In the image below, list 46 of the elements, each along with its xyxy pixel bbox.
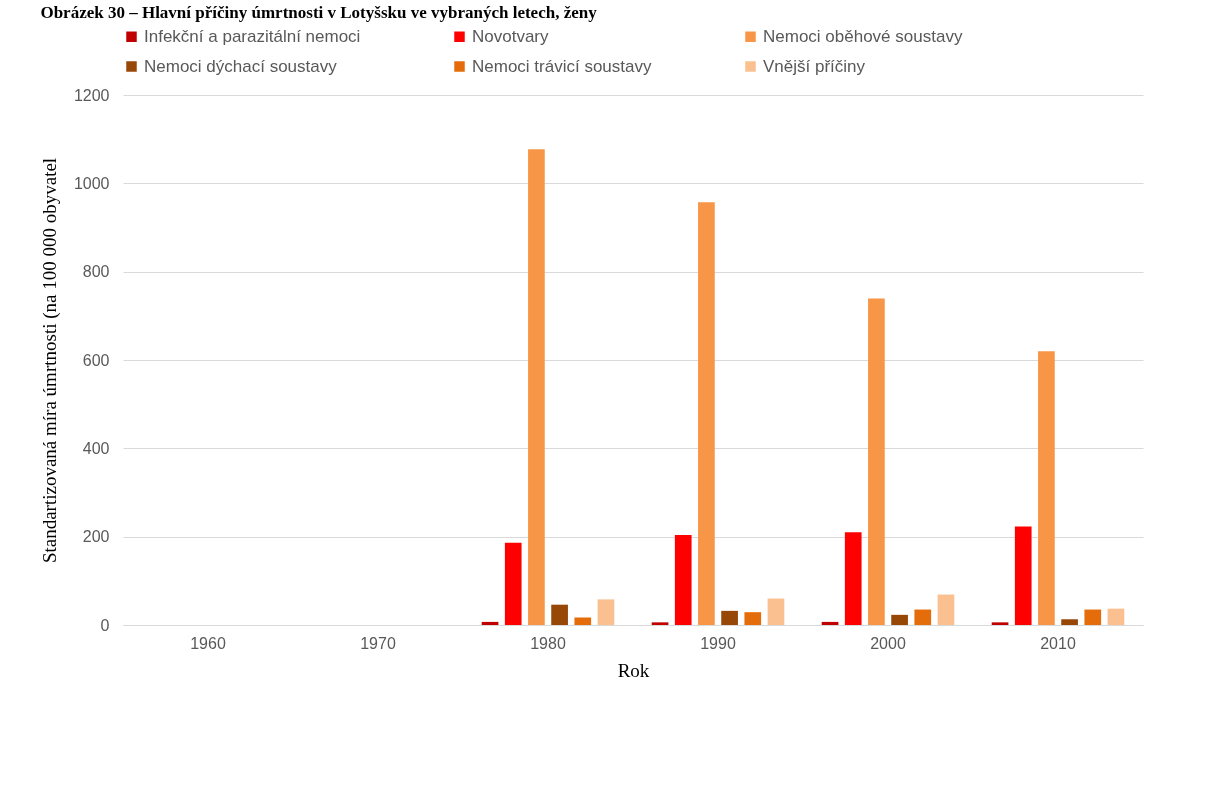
- bar: [937, 594, 955, 625]
- x-tick-label: 2000: [870, 634, 906, 652]
- bar: [674, 534, 692, 625]
- bar: [868, 298, 885, 625]
- bar: [844, 532, 862, 625]
- bar: [1084, 609, 1102, 625]
- x-tick-label: 1960: [190, 634, 226, 652]
- y-tick-label: 200: [82, 528, 110, 546]
- bar: [1061, 619, 1078, 625]
- x-tick-label: 2010: [1040, 634, 1076, 652]
- y-tick-label: 600: [82, 351, 110, 369]
- bar: [528, 149, 545, 625]
- legend-label: Nemoci dýchací soustavy: [144, 56, 338, 76]
- legend-label: Nemoci trávicí soustavy: [472, 56, 652, 76]
- x-tick-label: 1990: [700, 634, 736, 652]
- x-tick-label: 1970: [360, 634, 396, 652]
- bar: [551, 604, 568, 625]
- bar: [767, 598, 785, 625]
- y-axis-title: Standartizovaná míra úmrtnosti (na 100 000 obyvatel: [38, 157, 61, 564]
- bar: [914, 609, 932, 625]
- y-tick-label: 800: [82, 263, 110, 281]
- x-tick-label: 1980: [530, 634, 566, 652]
- bar: [1107, 608, 1125, 625]
- bar: [597, 599, 615, 625]
- bar: [504, 542, 522, 625]
- bar: [1038, 351, 1055, 625]
- bar: [891, 614, 908, 625]
- legend-label: Infekční a parazitální nemoci: [144, 26, 361, 46]
- bar: [698, 202, 715, 625]
- bar: [744, 612, 762, 625]
- y-tick-label: 1200: [73, 86, 110, 104]
- legend-label: Novotvary: [472, 26, 550, 46]
- y-tick-label: 1000: [73, 174, 110, 192]
- bar: [821, 621, 839, 625]
- y-tick-label: 0: [100, 616, 110, 634]
- y-tick-label: 400: [82, 439, 110, 457]
- bar: [991, 622, 1009, 625]
- legend-label: Nemoci oběhové soustavy: [763, 26, 963, 46]
- chart-title: Obrázek 30 – Hlavní příčiny úmrtnosti v Lotyšsku ve vybraných letech, ženy: [40, 3, 598, 22]
- bar: [574, 617, 592, 625]
- legend-label: Vnější příčiny: [763, 56, 866, 76]
- bar: [481, 621, 499, 625]
- bar: [1014, 526, 1032, 625]
- bar: [651, 622, 669, 625]
- x-axis-title: Rok: [617, 659, 650, 681]
- bar: [721, 610, 738, 625]
